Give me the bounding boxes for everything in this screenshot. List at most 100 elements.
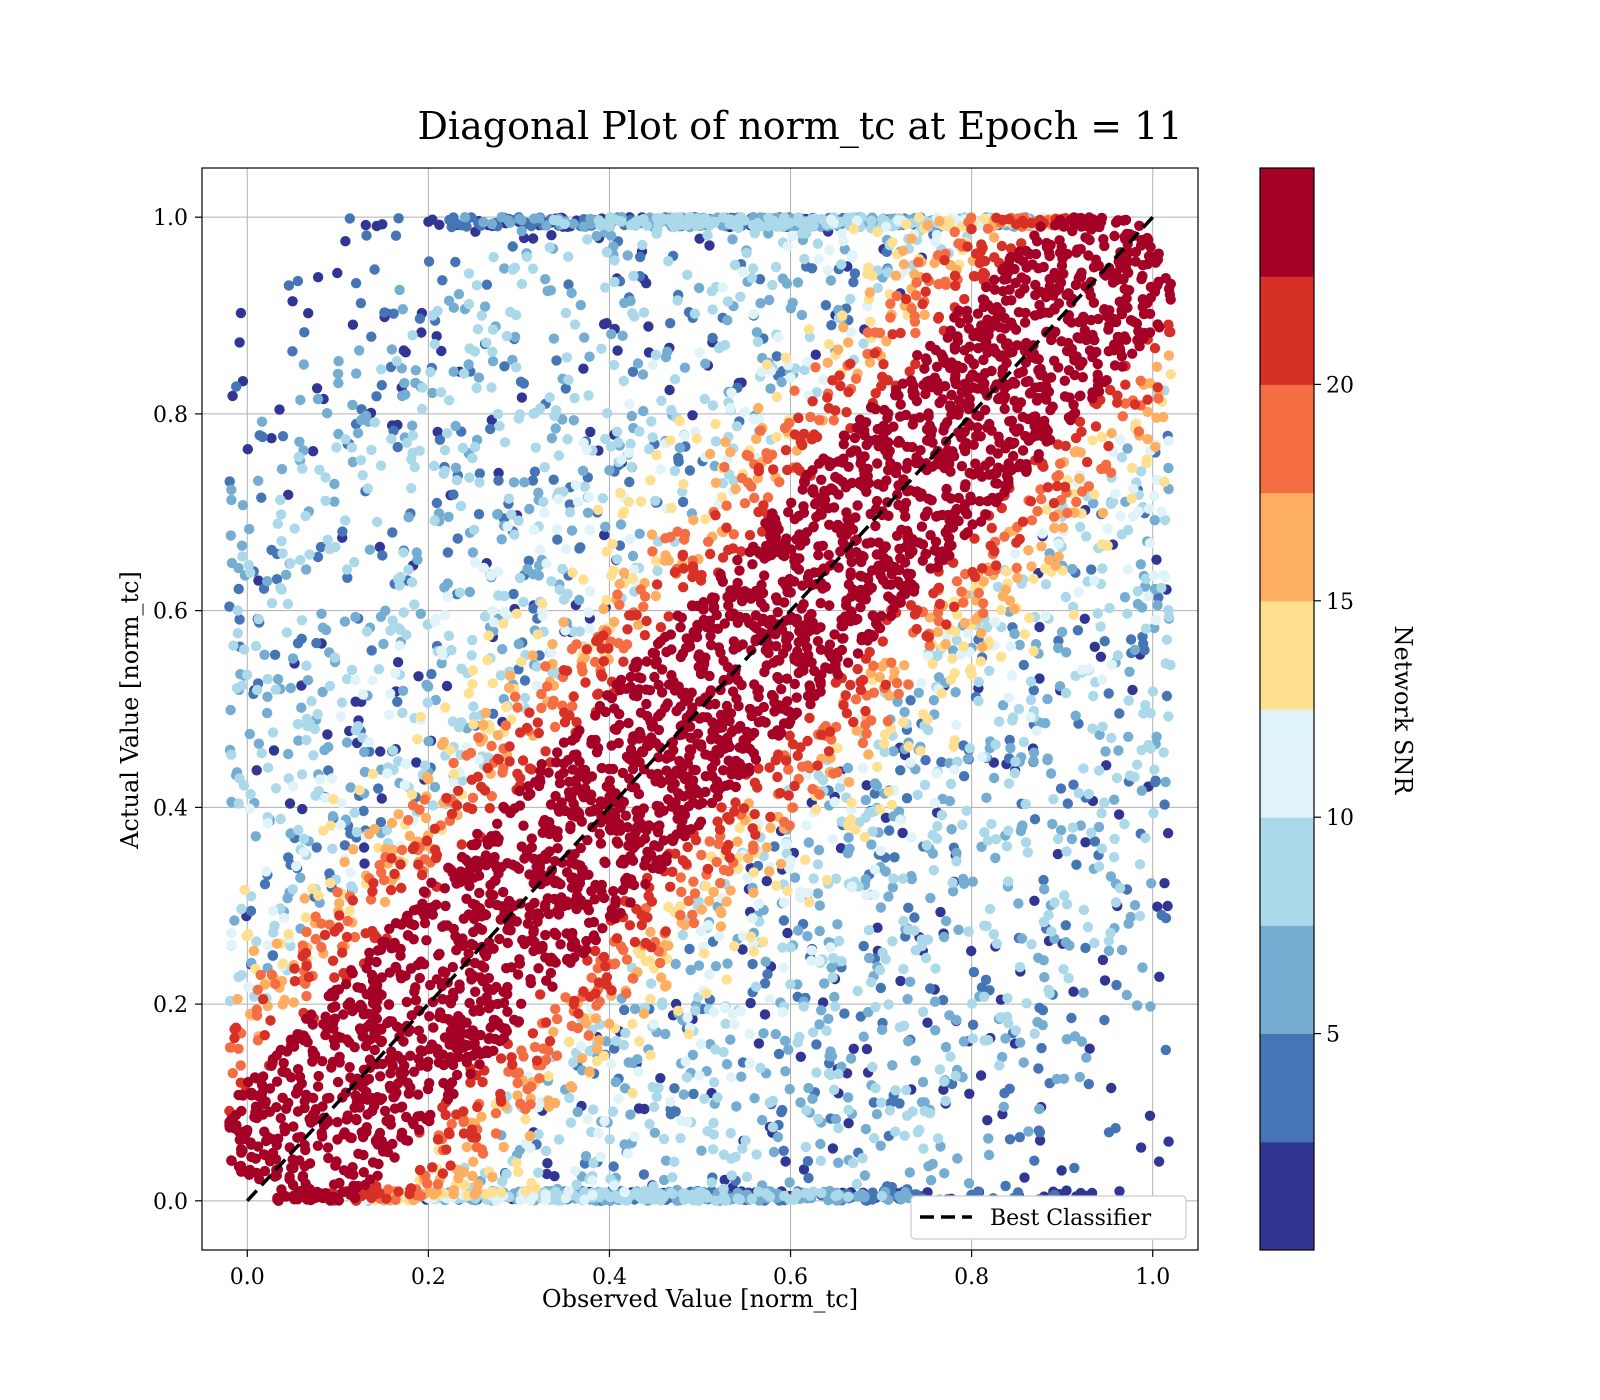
scatter-point [432,305,443,317]
scatter-point [1089,836,1101,847]
scatter-point [532,629,544,640]
scatter-point [608,1180,620,1191]
scatter-point [374,541,386,553]
scatter-point [751,327,763,338]
scatter-point [512,702,523,713]
scatter-point [1124,666,1135,677]
scatter-point [1099,636,1110,647]
scatter-point [347,319,359,330]
scatter-point [1006,670,1018,681]
scatter-point [327,843,338,854]
scatter-point [727,543,739,554]
scatter-point [250,831,261,842]
scatter-point [493,475,504,486]
scatter-point [549,721,561,733]
scatter-point [748,887,759,898]
scatter-point [244,728,255,740]
scatter-point [819,978,830,989]
scatter-point [394,284,405,296]
scatter-point [1058,964,1069,975]
scatter-point [1022,847,1033,858]
scatter-point [863,925,875,936]
scatter-point [1059,481,1071,493]
scatter-point [947,645,959,656]
scatter-point [564,1036,575,1048]
scatter-point [827,972,838,983]
scatter-point [347,895,358,906]
scatter-point [638,1169,650,1180]
scatter-point [535,989,546,1000]
scatter-point [951,609,963,620]
scatter-point [526,764,537,775]
scatter-point [647,1081,658,1093]
scatter-point [1080,837,1091,848]
scatter-point [988,929,999,940]
scatter-point [673,212,685,223]
scatter-point [951,856,962,867]
scatter-point [344,905,355,917]
scatter-point [782,241,793,252]
scatter-point [947,653,958,664]
scatter-point [791,1187,802,1199]
scatter-point [392,441,403,453]
scatter-point [990,739,1001,750]
scatter-point [801,1105,812,1116]
scatter-point [420,812,432,824]
scatter-point [361,626,373,637]
scatter-point [986,818,997,830]
scatter-point [1127,462,1138,474]
scatter-point [1161,634,1173,645]
scatter-point [320,495,331,506]
scatter-point [1103,945,1115,956]
scatter-point [498,1141,509,1153]
scatter-point [278,912,290,924]
scatter-point [617,509,628,520]
scatter-point [748,413,759,425]
scatter-point [390,1194,401,1206]
scatter-point [845,293,856,305]
scatter-point [312,393,324,405]
scatter-point [1081,531,1092,542]
scatter-point [638,1008,650,1019]
scatter-point [773,749,784,760]
scatter-point [567,567,578,578]
scatter-point [1021,998,1032,1009]
scatter-point [984,903,996,915]
scatter-point [390,230,402,241]
scatter-point [245,567,256,578]
scatter-point [724,814,735,825]
scatter-point [673,1005,684,1016]
scatter-point [459,1180,470,1191]
scatter-point [741,247,752,259]
scatter-point [1080,942,1091,954]
scatter-point [745,931,757,942]
scatter-point [688,876,699,887]
scatter-point [845,1053,857,1064]
scatter-point [1105,927,1116,939]
scatter-point [728,529,739,540]
scatter-point [599,1115,610,1127]
scatter-point [1114,1186,1125,1197]
scatter-point [483,630,494,641]
scatter-point [1119,819,1130,830]
scatter-point [322,729,333,740]
scatter-point [867,826,878,837]
scatter-point [778,915,790,926]
scatter-point [846,797,857,808]
scatter-point [320,472,331,483]
scatter-point [803,887,814,899]
scatter-point [450,420,461,432]
scatter-point [313,786,324,797]
scatter-point [1010,756,1021,767]
scatter-point [283,280,295,291]
scatter-point [940,1041,952,1053]
scatter-point [813,844,825,856]
scatter-point [713,838,724,850]
scatter-point [964,1088,975,1100]
scatter-point [467,792,479,803]
scatter-point [516,278,528,290]
scatter-point [301,960,312,972]
scatter-point [813,254,824,265]
scatter-point [395,859,406,870]
scatter-point [307,883,318,894]
